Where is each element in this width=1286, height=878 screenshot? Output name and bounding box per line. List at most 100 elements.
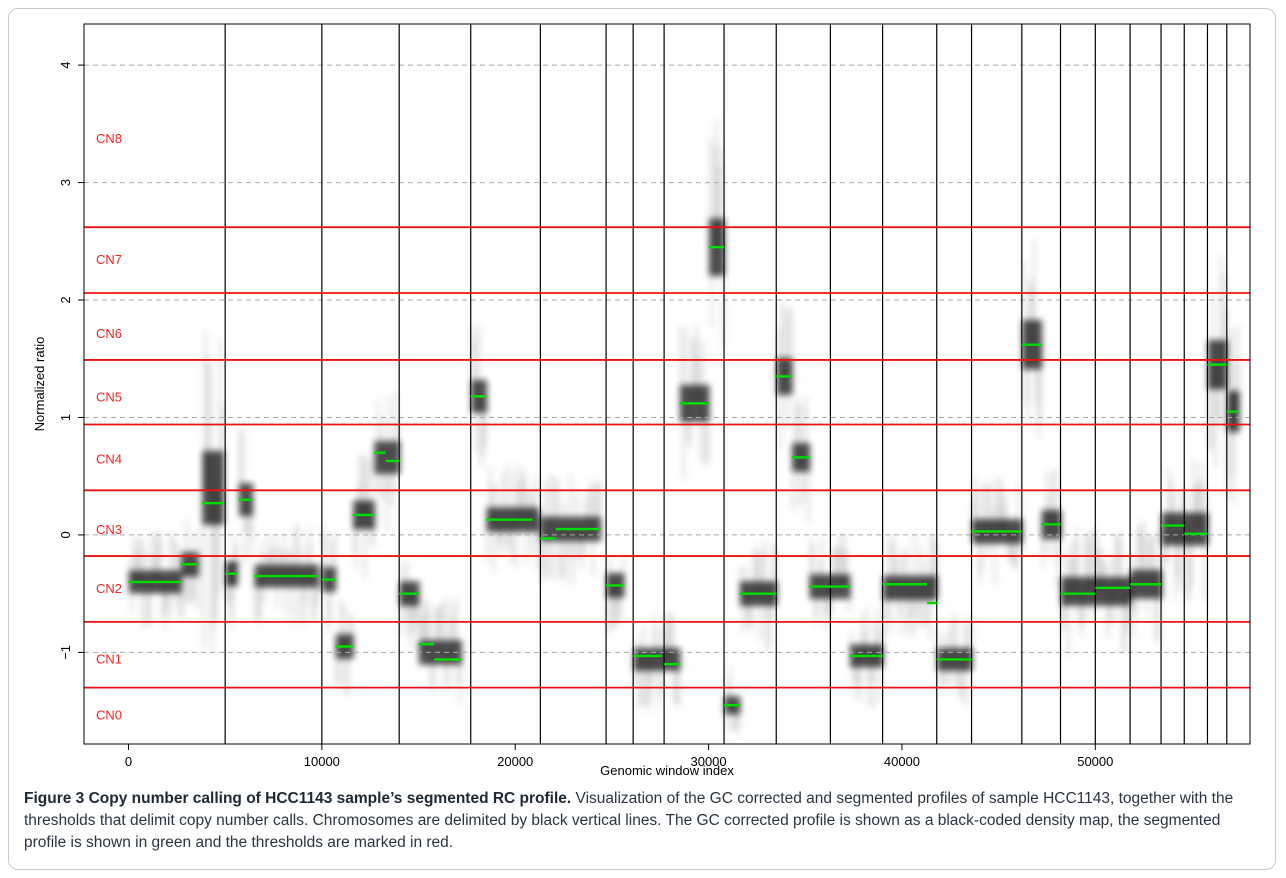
- cn-label-cn6: CN6: [96, 326, 122, 341]
- x-axis-label: Genomic window index: [600, 763, 734, 778]
- density-core: [895, 575, 900, 601]
- density-tail: [800, 405, 804, 458]
- density-core: [1185, 512, 1189, 546]
- density-tail: [477, 326, 481, 397]
- density-tail: [593, 484, 597, 529]
- density-tail: [906, 587, 910, 634]
- density-tail: [761, 549, 765, 594]
- density-tail: [1156, 584, 1160, 645]
- density-tail: [1139, 522, 1142, 585]
- density-tail: [256, 576, 260, 620]
- density-tail: [1198, 478, 1202, 529]
- density-tail: [1054, 470, 1058, 525]
- density-tail: [271, 547, 275, 576]
- density-tail: [291, 576, 295, 626]
- figure-caption: Figure 3 Copy number calling of HCC1143 …: [24, 788, 1264, 854]
- density-tail: [980, 531, 984, 572]
- density-tail: [776, 328, 780, 377]
- density-tail: [172, 537, 175, 582]
- density-tail: [505, 465, 509, 520]
- density-tail: [434, 609, 438, 653]
- density-tail: [1043, 524, 1047, 554]
- density-tail: [724, 705, 727, 729]
- density-tail: [229, 573, 232, 630]
- density-core: [553, 516, 558, 542]
- density-tail: [932, 534, 936, 588]
- density-tail: [642, 624, 645, 660]
- density-tail: [333, 530, 337, 580]
- density-core: [1117, 576, 1121, 606]
- density-tail: [193, 529, 197, 565]
- density-tail: [1095, 535, 1099, 592]
- density-tail: [348, 612, 352, 647]
- density-tail: [912, 531, 916, 588]
- density-tail: [359, 455, 363, 515]
- density-tail: [619, 585, 623, 622]
- density-tail: [759, 593, 762, 641]
- density-core: [438, 640, 443, 665]
- density-tail: [1228, 411, 1232, 477]
- density-tail: [521, 476, 524, 520]
- density-tail: [1145, 584, 1149, 616]
- density-tail: [276, 576, 280, 607]
- density-tail: [346, 646, 350, 695]
- density-tail: [648, 659, 652, 702]
- density-tail: [481, 396, 485, 459]
- density-tail: [1106, 591, 1110, 639]
- density-tail: [361, 452, 365, 515]
- density-tail: [820, 537, 824, 587]
- density-tail: [1047, 494, 1051, 525]
- density-tail: [341, 604, 345, 647]
- density-core: [534, 507, 538, 532]
- density-tail: [1230, 329, 1234, 412]
- density-tail: [383, 457, 387, 501]
- density-tail: [756, 553, 760, 594]
- density-tail: [954, 616, 958, 660]
- density-tail: [551, 529, 555, 580]
- density-tail: [1154, 584, 1158, 640]
- density-tail: [695, 325, 699, 404]
- cn-label-cn0: CN0: [96, 708, 122, 723]
- density-tail: [369, 515, 373, 546]
- density-tail: [580, 529, 584, 569]
- density-tail: [454, 597, 458, 653]
- y-tick-label: 0: [58, 531, 73, 538]
- density-core: [1071, 576, 1075, 606]
- density-tail: [130, 581, 134, 614]
- density-tail: [587, 489, 590, 530]
- density-tail: [225, 573, 229, 601]
- density-core: [1198, 512, 1203, 546]
- density-tail: [1039, 344, 1042, 422]
- density-tail: [666, 621, 670, 660]
- density-tail: [891, 533, 895, 588]
- density-tail: [405, 560, 409, 594]
- density-tail: [427, 606, 431, 653]
- density-tail: [232, 534, 236, 574]
- density-tail: [1163, 529, 1167, 563]
- density-tail: [447, 652, 451, 689]
- density-tail: [452, 605, 456, 653]
- density-tail: [1114, 534, 1118, 592]
- density-tail: [1232, 411, 1236, 503]
- density-tail: [925, 587, 929, 627]
- density-tail: [1134, 584, 1138, 614]
- density-tail: [721, 247, 725, 347]
- density-blobs: [128, 120, 1240, 735]
- density-tail: [791, 457, 795, 512]
- density-tail: [523, 472, 527, 520]
- density-tail: [862, 632, 866, 656]
- density-tail: [1036, 344, 1040, 439]
- density-tail: [971, 499, 975, 532]
- density-tail: [785, 376, 789, 428]
- density-tail: [243, 499, 247, 565]
- density-core: [1097, 576, 1101, 606]
- density-tail: [293, 526, 297, 577]
- x-tick-label: 0: [125, 754, 132, 769]
- density-tail: [1220, 257, 1224, 365]
- density-tail: [178, 581, 182, 618]
- density-tail: [650, 659, 654, 684]
- density-tail: [221, 403, 225, 488]
- density-tail: [260, 541, 264, 576]
- density-tail: [984, 484, 988, 532]
- density-tail: [936, 628, 940, 660]
